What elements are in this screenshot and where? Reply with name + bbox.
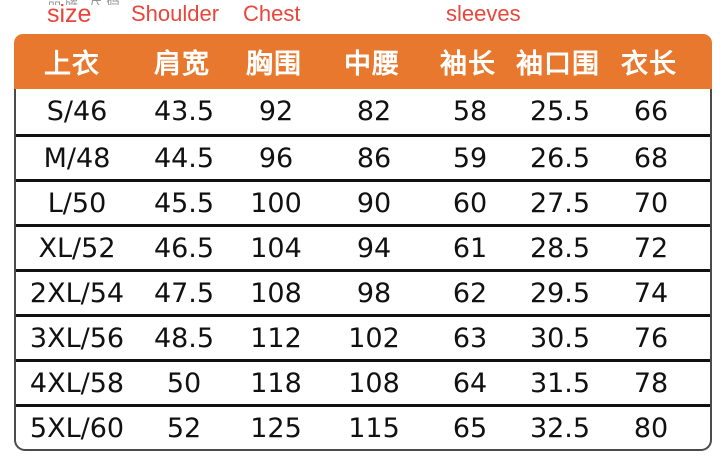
cell-measurement: 108 [348,367,400,399]
cell-measurement: 112 [250,322,302,354]
cell-measurement: 96 [258,142,294,174]
table-header-band: 上衣 肩宽 胸围 中腰 袖长 袖口围 衣长 [14,34,712,89]
cell-measurement: 78 [633,367,669,399]
column-header-sleeve-length: 袖长 [440,49,496,80]
cell-measurement: 80 [633,412,669,444]
column-header-chest: 胸围 [246,49,302,80]
cell-measurement: 100 [250,187,302,219]
cell-measurement: 74 [633,277,669,309]
cell-measurement: 64 [452,367,488,399]
cell-measurement: 28.5 [529,232,591,264]
table-body: S/46 43.5 92 82 58 25.5 66 M/48 44.5 96 86 59 26.5 68… [14,89,712,451]
cell-measurement: 27.5 [529,187,591,219]
cell-size: S/46 [46,96,108,127]
cell-measurement: 102 [348,322,400,354]
cell-measurement: 94 [356,232,392,264]
table-header-row: 上衣 肩宽 胸围 中腰 袖长 袖口围 衣长 [14,34,712,89]
annotation-chest: Chest [243,1,301,26]
cell-measurement: 68 [633,142,669,174]
table-row: 5XL/60 52 125 115 65 32.5 80 [16,404,710,449]
cell-measurement: 26.5 [529,142,591,174]
cell-measurement: 82 [356,96,392,127]
cell-measurement: 30.5 [529,322,591,354]
clipped-top-text: 品牌 尺码 [48,0,348,5]
table-row: S/46 43.5 92 82 58 25.5 66 [16,89,710,134]
cell-measurement: 29.5 [529,277,591,309]
cell-measurement: 63 [452,322,488,354]
table-row: L/50 45.5 100 90 60 27.5 70 [16,179,710,224]
cell-measurement: 60 [452,187,488,219]
cell-measurement: 59 [452,142,488,174]
cell-measurement: 62 [452,277,488,309]
cell-measurement: 76 [633,322,669,354]
cell-size: 2XL/54 [29,277,125,309]
cell-measurement: 46.5 [153,232,215,264]
cell-measurement: 65 [452,412,488,444]
cell-measurement: 32.5 [529,412,591,444]
cell-measurement: 86 [356,142,392,174]
cell-measurement: 43.5 [153,96,215,127]
column-header-top: 上衣 [44,49,100,80]
cell-measurement: 44.5 [153,142,215,174]
cell-measurement: 48.5 [153,322,215,354]
cell-measurement: 118 [250,367,302,399]
cell-measurement: 72 [633,232,669,264]
table-row: XL/52 46.5 104 94 61 28.5 72 [16,224,710,269]
table-row: 2XL/54 47.5 108 98 62 29.5 74 [16,269,710,314]
column-header-cuff: 袖口围 [516,49,600,80]
cell-measurement: 108 [250,277,302,309]
cell-measurement: 115 [348,412,400,444]
annotation-size: size [47,0,92,28]
table-row: 3XL/56 48.5 112 102 63 30.5 76 [16,314,710,359]
column-header-garment-length: 衣长 [621,49,677,80]
cell-measurement: 47.5 [153,277,215,309]
cell-measurement: 90 [356,187,392,219]
cell-measurement: 98 [356,277,392,309]
cell-measurement: 125 [250,412,302,444]
cell-measurement: 66 [633,96,669,127]
table-row: M/48 44.5 96 86 59 26.5 68 [16,134,710,179]
cell-measurement: 104 [250,232,302,264]
cell-measurement: 52 [166,412,202,444]
cell-measurement: 92 [258,96,294,127]
cell-size: L/50 [47,187,107,219]
cell-measurement: 45.5 [153,187,215,219]
cell-size: XL/52 [38,232,116,264]
cell-measurement: 61 [452,232,488,264]
column-header-waist: 中腰 [344,49,400,80]
cell-size: 5XL/60 [29,412,125,444]
cell-measurement: 50 [166,367,202,399]
annotation-shoulder: Shoulder [131,1,220,26]
annotation-sleeves: sleeves [446,1,521,26]
cell-size: 3XL/56 [29,322,125,354]
column-header-shoulder: 肩宽 [154,49,210,80]
cell-measurement: 58 [452,96,488,127]
table-row: 4XL/58 50 118 108 64 31.5 78 [16,359,710,404]
cell-measurement: 25.5 [529,96,591,127]
cell-measurement: 70 [633,187,669,219]
cell-measurement: 31.5 [529,367,591,399]
cell-size: M/48 [43,142,111,174]
size-table: 上衣 肩宽 胸围 中腰 袖长 袖口围 衣长 S/46 43.5 92 82 58 25.5… [14,34,712,451]
cell-size: 4XL/58 [29,367,125,399]
